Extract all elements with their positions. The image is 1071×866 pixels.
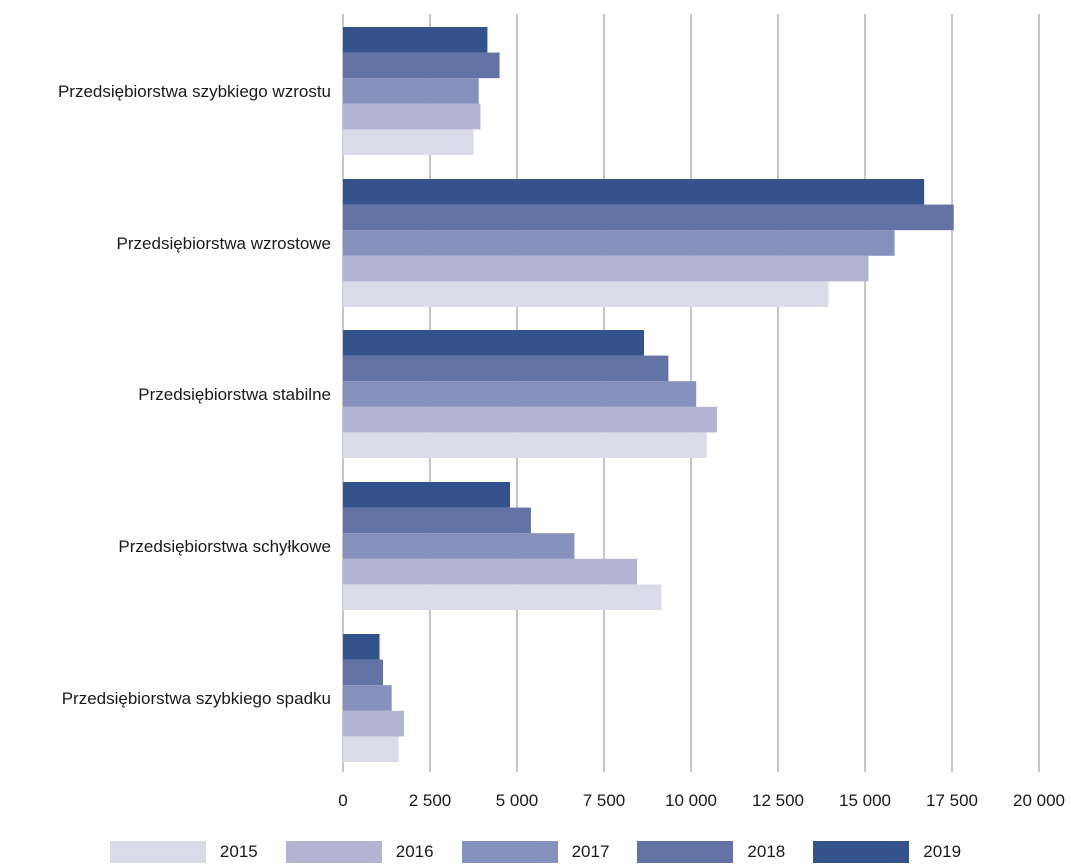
bar-2016 (343, 710, 404, 737)
legend-label: 2019 (923, 842, 962, 861)
bar-2018 (343, 659, 384, 686)
category-label: Przedsiębiorstwa szybkiego spadku (62, 689, 331, 708)
bar-2019 (343, 634, 380, 660)
bar-2015 (343, 281, 829, 307)
bar-2018 (343, 52, 500, 79)
legend-swatch (109, 841, 206, 863)
legend-label: 2015 (219, 842, 258, 861)
bar-2016 (343, 558, 638, 585)
bar-2017 (343, 533, 575, 559)
bar-2019 (343, 27, 488, 53)
bar-2017 (343, 685, 392, 711)
x-tick-label: 20 000 (1013, 791, 1065, 810)
bar-2017 (343, 381, 697, 407)
legend-swatch (285, 841, 382, 863)
bar-2015 (343, 432, 707, 458)
legend-item-2016: 2016 (285, 841, 434, 863)
legend-label: 2018 (747, 842, 786, 861)
bar-2016 (343, 103, 481, 130)
x-tick-label: 17 500 (926, 791, 978, 810)
bar-chart: Przedsiębiorstwa szybkiego wzrostu Przeds… (58, 14, 1065, 810)
bar-2015 (343, 736, 399, 762)
bar-2015 (343, 129, 474, 155)
bar-2017 (343, 78, 479, 104)
bar-2018 (343, 507, 531, 534)
legend-swatch (637, 841, 734, 863)
bar-2019 (343, 330, 645, 356)
legend-swatch (461, 841, 558, 863)
legend-label: 2017 (571, 842, 610, 861)
legend-item-2017: 2017 (461, 841, 610, 863)
legend-label: 2016 (395, 842, 434, 861)
bar-2019 (343, 482, 511, 508)
legend-item-2019: 2019 (813, 841, 961, 863)
x-tick-label: 5 000 (496, 791, 539, 810)
x-tick-label: 10 000 (665, 791, 717, 810)
x-tick-label: 15 000 (839, 791, 891, 810)
legend: 2015 2016 2017 2018 2019 (0, 838, 1071, 866)
bars (343, 27, 954, 762)
bar-2017 (343, 230, 895, 256)
category-labels: Przedsiębiorstwa szybkiego wzrostu Przeds… (58, 82, 331, 708)
category-label: Przedsiębiorstwa schyłkowe (118, 537, 331, 556)
bar-2018 (343, 355, 669, 382)
legend-item-2015: 2015 (109, 841, 258, 863)
bar-2016 (343, 255, 869, 282)
legend-item-2018: 2018 (637, 841, 785, 863)
category-label: Przedsiębiorstwa stabilne (138, 385, 331, 404)
x-tick-labels: 0 2 500 5 000 7 500 10 000 12 500 15 000 17 500… (338, 791, 1065, 810)
bar-2019 (343, 179, 925, 205)
x-tick-label: 2 500 (409, 791, 452, 810)
bar-2015 (343, 584, 662, 610)
legend-swatch (813, 841, 910, 863)
bar-2016 (343, 406, 718, 433)
x-tick-label: 7 500 (583, 791, 626, 810)
x-tick-label: 12 500 (752, 791, 804, 810)
x-tick-label: 0 (338, 791, 347, 810)
category-label: Przedsiębiorstwa szybkiego wzrostu (58, 82, 331, 101)
bar-2018 (343, 204, 954, 231)
category-label: Przedsiębiorstwa wzrostowe (117, 234, 331, 253)
